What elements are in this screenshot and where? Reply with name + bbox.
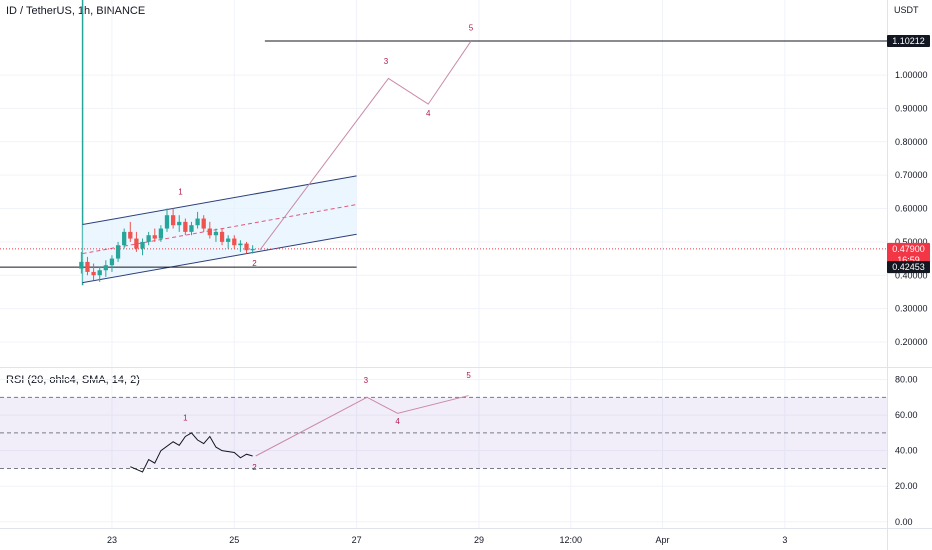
candle-body-0 <box>79 261 84 269</box>
wave-label-1: 1 <box>178 188 183 197</box>
currency-label: USDT <box>894 5 919 15</box>
time-axis-tick-label: 25 <box>229 535 239 545</box>
current-price-tag-label: 0.47900 <box>892 244 925 254</box>
rsi-wave-label-5: 5 <box>466 371 471 380</box>
candle-body-13 <box>158 228 164 239</box>
support-price-tag <box>887 261 930 274</box>
candle-body-24 <box>226 238 231 242</box>
candle-body-21 <box>207 228 212 236</box>
rsi-axis-tick-label: 20.00 <box>895 481 918 491</box>
price-axis-tick-label: 0.20000 <box>895 337 928 347</box>
price-axis-tick-label: 1.00000 <box>895 70 928 80</box>
candle-body-28 <box>250 248 255 251</box>
candle-body-11 <box>146 235 151 242</box>
time-axis-tick-label: 27 <box>352 535 362 545</box>
price-axis-tick-label: 0.60000 <box>895 204 928 214</box>
candle-body-1 <box>85 261 90 272</box>
wave-label-2: 2 <box>252 259 257 268</box>
wave-label-4: 4 <box>426 109 431 118</box>
symbol-title: ID / TetherUS, 1h, BINANCE <box>6 5 146 17</box>
price-axis-tick-label: 0.50000 <box>895 237 928 247</box>
rsi-axis-tick-label: 80.00 <box>895 375 918 385</box>
candle-body-23 <box>219 231 225 242</box>
rsi-axis-tick-label: 0.00 <box>895 517 913 527</box>
candle-body-22 <box>213 231 219 236</box>
price-axis-tick-label: 0.80000 <box>895 137 928 147</box>
time-axis-tick-label: 3 <box>782 535 787 545</box>
time-axis-tick-label: 29 <box>474 535 484 545</box>
wave-label-3: 3 <box>384 57 389 66</box>
rsi-axis-tick-label: 40.00 <box>895 446 918 456</box>
wave-label-5: 5 <box>469 23 474 32</box>
support-price-tag-label: 0.42453 <box>892 262 925 272</box>
rsi-axis-tick-label: 60.00 <box>895 410 918 420</box>
candle-body-16 <box>177 221 182 226</box>
rsi-projection-path[interactable] <box>255 395 469 457</box>
rsi-line <box>130 432 253 473</box>
price-axis-tick-label: 0.30000 <box>895 304 928 314</box>
candle-body-12 <box>152 235 157 239</box>
rsi-wave-label-3: 3 <box>364 376 369 385</box>
candle-body-25 <box>232 238 237 246</box>
candle-body-2 <box>91 271 96 276</box>
target-price-tag-label: 1.10212 <box>892 36 925 46</box>
candle-body-6 <box>115 245 121 259</box>
channel-mid-line[interactable] <box>82 204 357 255</box>
rsi-wave-label-2: 2 <box>252 463 257 472</box>
candle-body-9 <box>134 238 139 249</box>
channel-lower-line[interactable] <box>82 233 357 284</box>
candle-body-27 <box>244 243 249 251</box>
candle-body-7 <box>122 231 127 246</box>
price-axis-tick-label: 0.90000 <box>895 103 928 113</box>
candle-body-5 <box>109 258 115 266</box>
candle-body-10 <box>140 241 145 249</box>
candle-body-19 <box>195 218 200 226</box>
candle-body-18 <box>189 225 194 232</box>
current-price-tag <box>887 242 930 266</box>
price-axis-tick-label: 0.40000 <box>895 270 928 280</box>
channel-fill <box>82 175 357 283</box>
candle-countdown-label: 16:59 <box>897 255 920 265</box>
rsi-wave-label-4: 4 <box>395 417 400 426</box>
candle-body-4 <box>103 265 108 271</box>
candle-body-3 <box>97 270 102 276</box>
candle-body-8 <box>128 231 133 239</box>
candle-body-15 <box>170 215 176 226</box>
candle-body-14 <box>164 215 170 229</box>
time-axis-tick-label: 12:00 <box>559 535 582 545</box>
rsi-wave-label-1: 1 <box>183 413 188 422</box>
target-price-tag <box>887 34 930 47</box>
time-axis-tick-label: 23 <box>107 535 117 545</box>
candle-body-20 <box>201 218 206 229</box>
candle-body-26 <box>238 243 243 246</box>
candle-body-17 <box>183 221 188 232</box>
time-axis-tick-label: Apr <box>655 535 669 545</box>
price-axis-tick-label: 0.70000 <box>895 170 928 180</box>
channel-upper-line[interactable] <box>82 175 357 226</box>
wave-projection-path[interactable] <box>259 40 472 251</box>
